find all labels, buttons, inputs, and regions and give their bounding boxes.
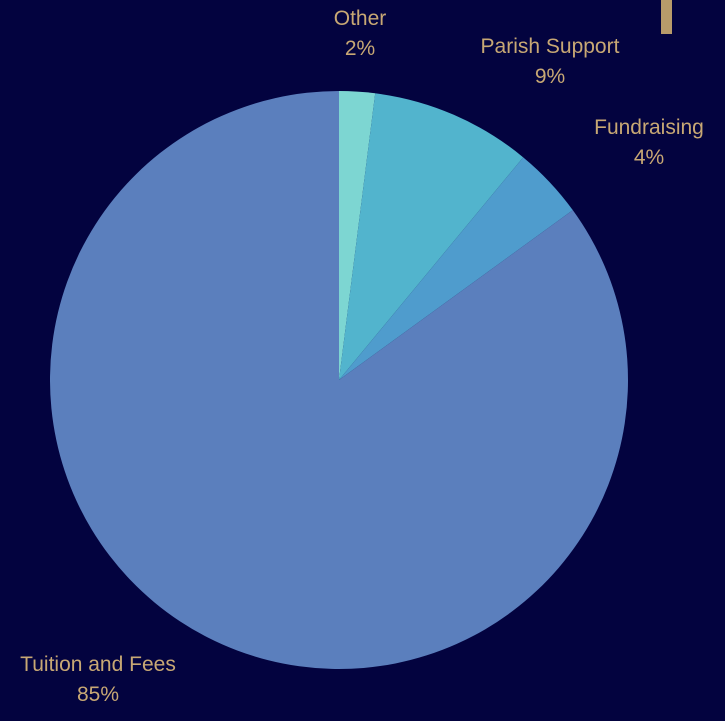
slice-label-parish-support: Parish Support 9%	[470, 32, 630, 92]
slice-label-other: Other 2%	[330, 4, 390, 64]
slice-label-fundraising: Fundraising 4%	[583, 113, 715, 173]
slice-percent-tuition-and-fees: 85%	[76, 683, 120, 706]
slice-name-parish-support: Parish Support	[480, 35, 620, 58]
slice-name-fundraising: Fundraising	[594, 116, 704, 139]
slice-label-tuition-and-fees: Tuition and Fees 85%	[8, 650, 188, 710]
accent-bar	[661, 0, 672, 34]
pie-slice-tuition-and-fees	[49, 91, 629, 669]
slice-percent-other: 2%	[344, 37, 376, 60]
pie-slice-other	[339, 91, 376, 380]
slice-percent-parish-support: 9%	[534, 65, 566, 88]
pie-slice-fundraising	[339, 157, 573, 380]
slice-name-tuition-and-fees: Tuition and Fees	[20, 653, 176, 676]
slice-percent-fundraising: 4%	[633, 146, 665, 169]
pie-slices	[49, 91, 629, 669]
slice-name-other: Other	[333, 7, 387, 30]
pie-slice-parish-support	[339, 93, 524, 380]
